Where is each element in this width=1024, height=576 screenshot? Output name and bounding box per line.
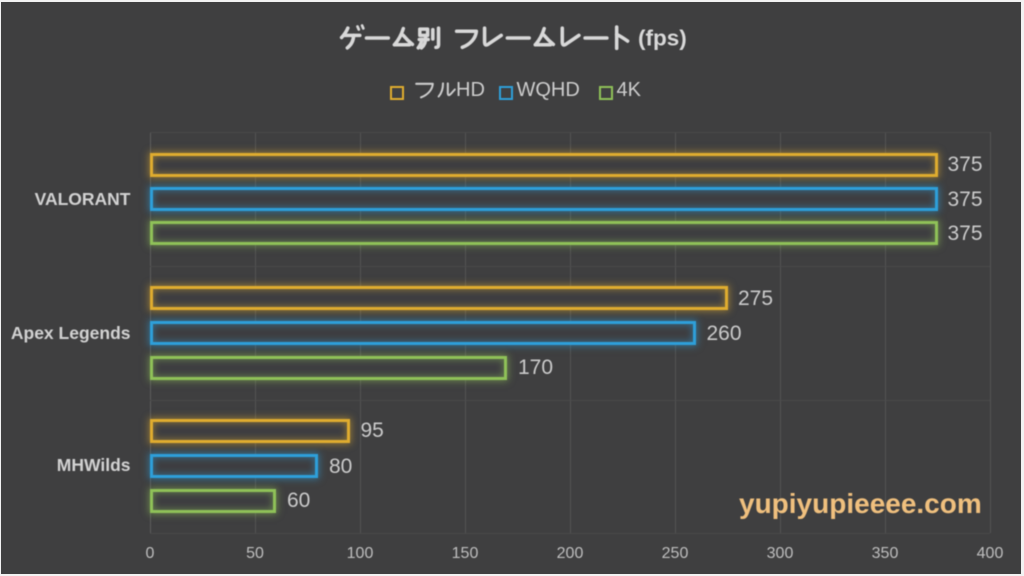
svg-text:(fps): (fps) [638,26,687,51]
